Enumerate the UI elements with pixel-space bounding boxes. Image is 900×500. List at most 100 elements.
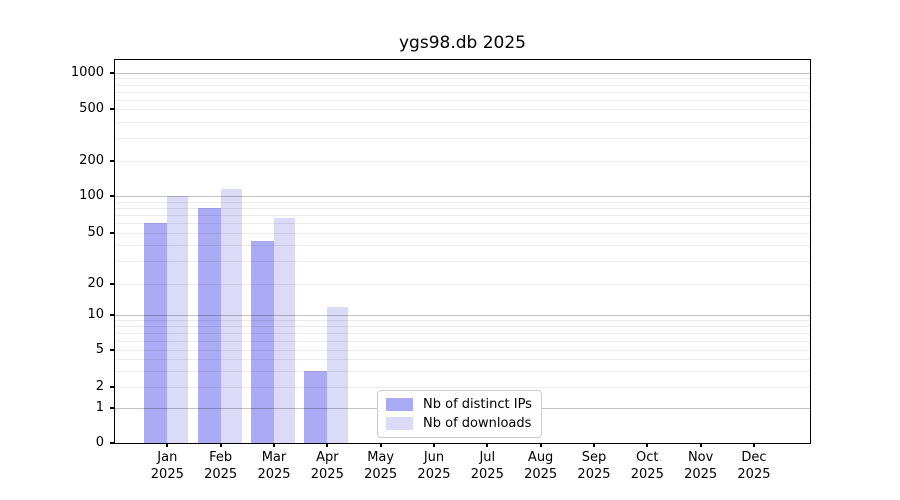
x-axis-month-label: Nov — [687, 450, 714, 465]
x-axis-tick-label: Sep 2025 — [564, 449, 624, 483]
x-axis-tick — [539, 443, 542, 447]
x-axis-year-label: 2025 — [150, 467, 184, 482]
x-axis-tick-label: Jan 2025 — [137, 449, 197, 483]
plot-area: Nb of distinct IPs Nb of downloads — [114, 59, 811, 444]
y-axis-tick-label: 5 — [95, 342, 104, 357]
chart-title: ygs98.db 2025 — [399, 33, 526, 53]
x-axis-tick — [379, 443, 382, 447]
y-axis-tick — [110, 386, 114, 388]
gridline-minor — [115, 207, 810, 209]
x-axis-month-label: Jan — [157, 450, 178, 465]
legend-swatch-distinct-ips — [386, 398, 413, 411]
x-axis-tick-label: Apr 2025 — [297, 449, 357, 483]
bar-downloads-feb — [220, 188, 242, 443]
x-axis-tick-label: Aug 2025 — [511, 449, 571, 483]
gridline-minor — [115, 84, 810, 86]
x-axis-tick — [752, 443, 755, 447]
x-axis-year-label: 2025 — [630, 467, 664, 482]
x-axis-tick — [646, 443, 649, 447]
gridline-minor — [115, 223, 810, 225]
y-axis-tick-label: 20 — [87, 276, 104, 291]
x-axis-tick-label: Oct 2025 — [617, 449, 677, 483]
legend-label-downloads: Nb of downloads — [423, 416, 532, 431]
gridline-major — [115, 315, 810, 316]
x-axis-tick — [432, 443, 435, 447]
y-axis-tick — [110, 195, 114, 197]
y-axis-tick — [110, 160, 114, 162]
gridline-minor — [115, 359, 810, 360]
x-axis-month-label: Oct — [636, 450, 659, 465]
x-axis-year-label: 2025 — [257, 467, 291, 482]
gridline-major — [115, 73, 810, 74]
y-axis-tick — [110, 314, 114, 316]
x-axis-tick-label: Jul 2025 — [457, 449, 517, 483]
x-axis-month-label: Aug — [527, 450, 554, 465]
bar-downloads-mar — [273, 218, 295, 443]
gridline-minor — [115, 370, 810, 372]
x-axis-tick-label: Jun 2025 — [404, 449, 464, 483]
y-axis-tick — [110, 283, 114, 285]
gridline-minor — [115, 78, 810, 80]
x-axis-tick — [166, 443, 169, 447]
x-axis-month-label: Apr — [316, 450, 339, 465]
x-axis-month-label: Jun — [423, 450, 445, 465]
y-axis-tick — [110, 407, 114, 409]
gridline-minor — [115, 326, 810, 328]
gridline-minor — [115, 201, 810, 203]
gridline-minor — [115, 245, 810, 247]
y-axis-tick-label: 500 — [79, 101, 104, 116]
x-axis-tick-label: May 2025 — [351, 449, 411, 483]
legend-item-downloads: Nb of downloads — [386, 416, 532, 431]
x-axis-tick-label: Mar 2025 — [244, 449, 304, 483]
gridline-minor — [115, 233, 810, 234]
y-axis-tick — [110, 108, 114, 110]
x-axis-tick — [219, 443, 222, 447]
gridline-minor — [115, 121, 810, 123]
x-axis-month-label: Mar — [261, 450, 287, 465]
x-axis-tick-label: Nov 2025 — [671, 449, 731, 483]
y-axis-tick-label: 1000 — [70, 65, 104, 80]
bar-downloads-jan — [167, 196, 189, 443]
y-axis-tick-label: 100 — [79, 188, 104, 203]
gridline-minor — [115, 340, 810, 342]
x-axis-month-label: Feb — [209, 450, 233, 465]
y-axis-tick-label: 10 — [87, 307, 104, 322]
x-axis-month-label: May — [367, 450, 395, 465]
x-axis-month-label: Jul — [479, 450, 496, 465]
x-axis-tick-label: Feb 2025 — [191, 449, 251, 483]
legend-swatch-downloads — [386, 417, 413, 430]
x-axis-year-label: 2025 — [470, 467, 504, 482]
gridline-minor — [115, 320, 810, 322]
gridline-minor — [115, 284, 810, 285]
gridline-minor — [115, 261, 810, 263]
x-axis-tick — [699, 443, 702, 447]
x-axis-year-label: 2025 — [524, 467, 558, 482]
x-axis-tick-label: Dec 2025 — [724, 449, 784, 483]
gridline-minor — [115, 99, 810, 101]
x-axis-month-label: Sep — [581, 450, 607, 465]
bar-distinct-ips-mar — [250, 241, 274, 443]
bar-distinct-ips-feb — [197, 207, 221, 443]
y-axis-tick — [110, 72, 114, 74]
bar-downloads-apr — [327, 306, 349, 443]
legend-item-distinct-ips: Nb of distinct IPs — [386, 397, 532, 412]
x-axis-year-label: 2025 — [737, 467, 771, 482]
x-axis-year-label: 2025 — [310, 467, 344, 482]
x-axis-month-label: Dec — [741, 450, 767, 465]
gridline-minor — [115, 161, 810, 162]
y-axis-tick — [110, 442, 114, 444]
gridline-minor — [115, 109, 810, 110]
legend: Nb of distinct IPs Nb of downloads — [377, 390, 542, 438]
gridline-minor — [115, 387, 810, 388]
y-axis-tick-label: 0 — [95, 435, 104, 450]
y-axis-tick-label: 200 — [79, 153, 104, 168]
bar-distinct-ips-jan — [144, 223, 168, 443]
x-axis-year-label: 2025 — [417, 467, 451, 482]
x-axis-tick — [592, 443, 595, 447]
x-axis-tick — [326, 443, 329, 447]
y-axis-tick-label: 1 — [95, 400, 104, 415]
y-axis-tick-label: 50 — [87, 225, 104, 240]
gridline-minor — [115, 215, 810, 217]
gridline-major — [115, 196, 810, 197]
